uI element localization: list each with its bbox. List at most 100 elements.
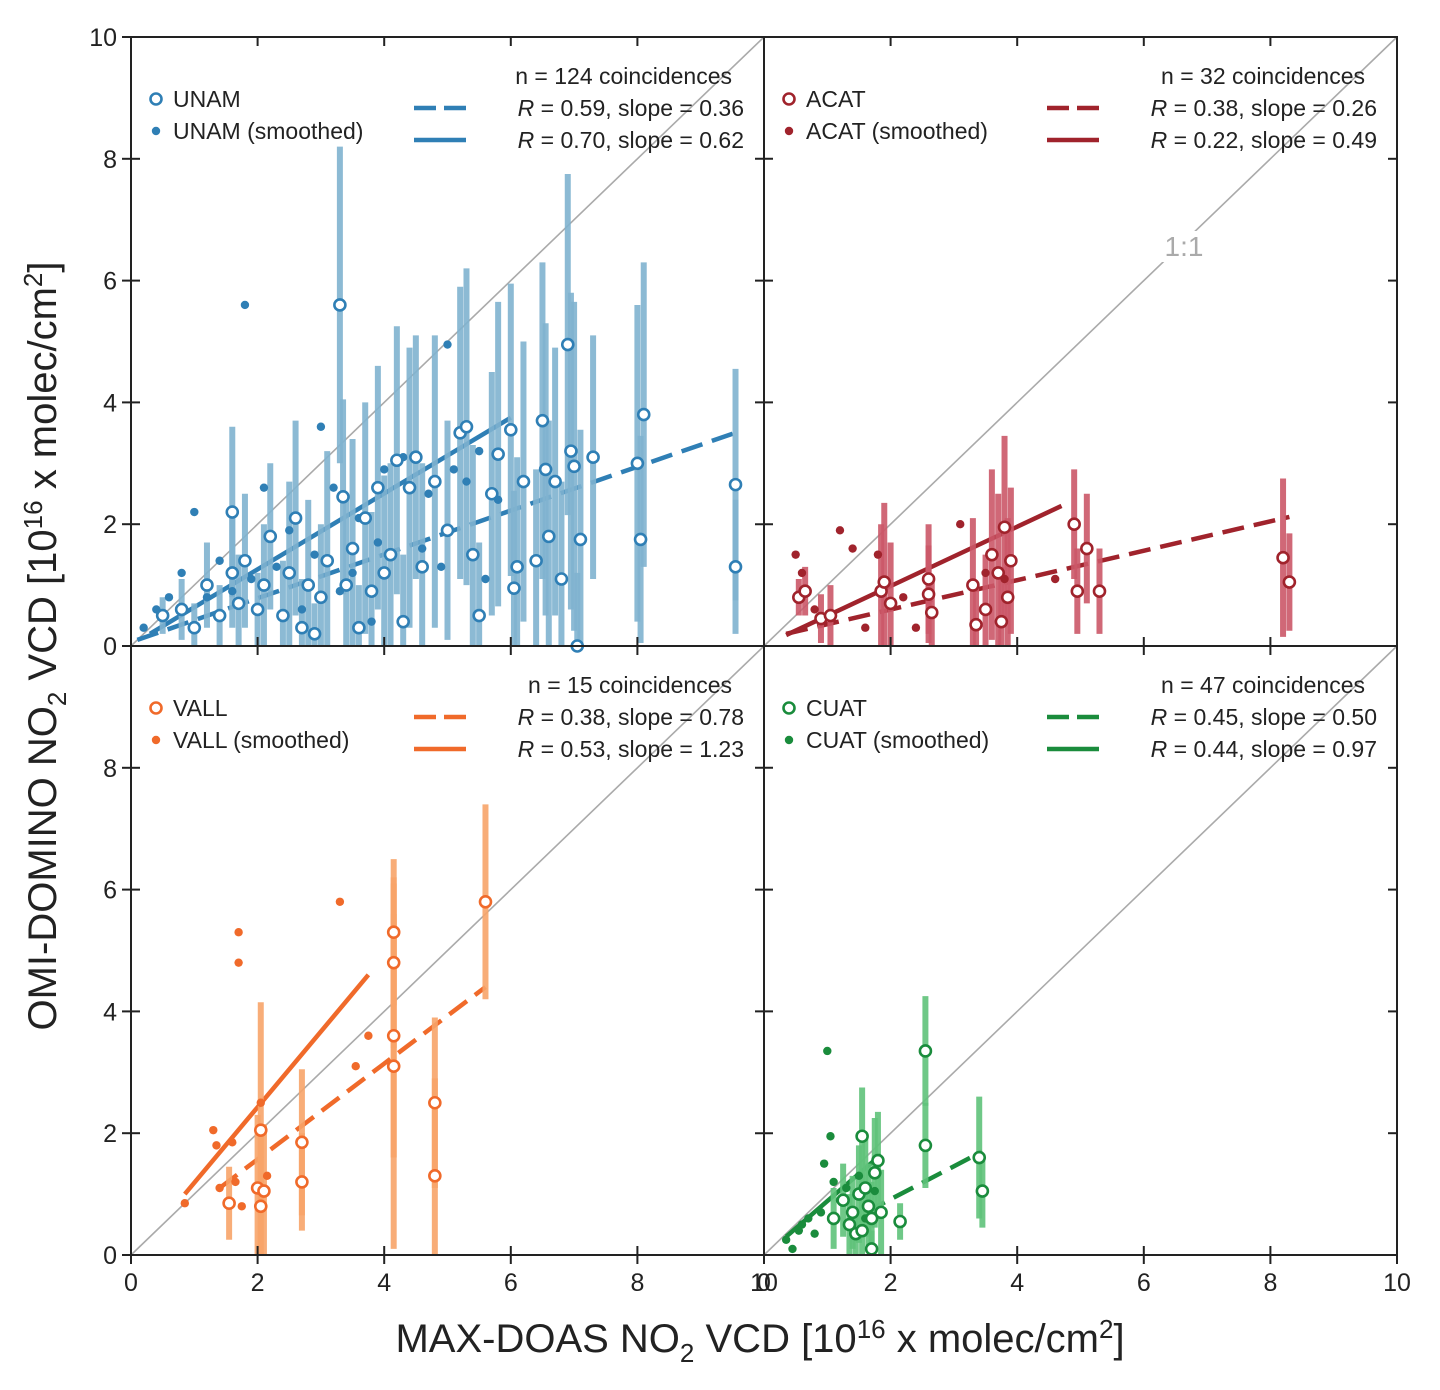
open-point-unam-3 [200,578,214,592]
open-point-unam-5 [225,505,240,519]
y-tick-label: 4 [103,998,117,1026]
legend-r-symbol: R [1151,704,1168,730]
y-axis-title: OMI-DOMINO NO2 VCD [1016 x molec/cm2] [18,261,72,1030]
x-tick-label: 2 [884,1269,898,1297]
open-point-unam-52 [554,572,569,586]
y-tick-label: 2 [103,1120,117,1148]
smoothed-point-acat-4 [848,544,857,553]
smoothed-point-unam-4 [190,507,199,517]
smoothed-point-cuat-1 [788,1244,797,1254]
x-title-pre: MAX-DOAS NO [395,1317,679,1361]
open-point-unam-35 [428,474,442,489]
x-tick-label: 10 [750,1269,778,1297]
smoothed-point-cuat-16 [870,1186,879,1196]
x-title-sup2: 2 [1099,1314,1113,1344]
open-point-cuat-7 [855,1223,869,1238]
open-point-vall-13 [478,894,493,909]
legend-label-acat: ACAT [806,86,866,112]
open-point-vall-9 [386,1028,401,1043]
open-point-unam-19 [320,553,335,568]
smoothed-point-vall-1 [209,1125,218,1135]
smoothed-point-acat-1 [797,568,807,578]
x-tick-label: 8 [1263,1269,1277,1297]
one-to-one-line-vall [130,645,765,1256]
y-title-mid2: x molec/cm [21,287,65,500]
smoothed-point-cuat-10 [829,1177,838,1187]
smoothed-point-vall-7 [234,958,243,967]
open-point-unam-11 [263,529,278,544]
open-point-unam-23 [345,541,360,556]
open-point-unam-22 [339,578,354,592]
open-point-unam-47 [529,553,543,568]
legend-r-symbol: R [1151,127,1168,153]
legend-fit-dashed-text: = 0.38, slope = 0.26 [1167,95,1377,121]
legend-fit-solid-text: = 0.44, slope = 0.97 [1167,736,1377,762]
smoothed-point-unam-16 [329,483,338,492]
open-point-unam-55 [567,459,581,474]
y-tick-label: 6 [103,877,117,905]
smoothed-point-unam-5 [202,593,212,602]
legend-fit-solid-cuat: R = 0.44, slope = 0.97 [1151,736,1377,762]
open-point-unam-20 [333,298,347,312]
open-point-unam-18 [314,590,328,605]
open-point-acat-16 [997,520,1012,535]
smoothed-point-cuat-7 [819,1159,829,1168]
smoothed-point-unam-29 [462,477,471,486]
open-point-unam-30 [390,453,404,468]
open-point-cuat-10 [864,1211,879,1226]
legend-marker-open-acat [782,92,796,106]
open-point-unam-46 [516,474,531,489]
smoothed-point-vall-3 [215,1183,224,1193]
smoothed-point-unam-18 [348,568,357,578]
legend-r-symbol: R [1151,736,1168,762]
legend-label-smoothed-vall: VALL (smoothed) [173,727,349,753]
y-title-pre: OMI-DOMINO NO [21,706,65,1030]
open-point-unam-54 [564,444,578,458]
smoothed-point-acat-6 [873,550,883,559]
legend-label-vall: VALL [173,695,228,721]
smoothed-point-cuat-12 [842,1183,851,1193]
smoothed-point-unam-8 [240,300,250,310]
open-point-cuat-17 [918,1138,933,1153]
legend-marker-smoothed-unam [151,126,161,136]
open-point-acat-23 [1276,550,1290,565]
smoothed-point-cuat-9 [826,1132,835,1141]
smoothed-point-vall-11 [335,897,345,906]
open-point-unam-10 [257,578,271,592]
open-point-unam-53 [560,337,575,352]
y-tick-label: 10 [89,24,117,52]
open-point-acat-18 [1004,553,1018,568]
open-point-unam-4 [212,608,227,623]
open-point-unam-28 [377,566,392,580]
open-point-unam-61 [636,407,651,422]
legend-marker-smoothed-cuat [784,735,794,745]
legend-fit-solid-text: = 0.22, slope = 0.49 [1167,127,1377,153]
open-point-acat-19 [1067,517,1081,532]
smoothed-point-vall-8 [237,1202,246,1211]
smoothed-point-vall-10 [262,1171,272,1181]
open-point-unam-36 [440,523,455,538]
smoothed-point-vall-0 [180,1199,190,1208]
y-tick-label: 0 [103,633,117,661]
legend-r-symbol: R [1151,95,1168,121]
smoothed-point-acat-0 [791,550,800,559]
open-point-acat-20 [1070,584,1085,598]
open-point-unam-41 [485,486,499,501]
open-point-cuat-14 [874,1205,888,1220]
open-point-unam-13 [282,566,297,580]
smoothed-point-vall-2 [212,1141,221,1150]
open-point-unam-9 [250,602,265,617]
open-point-acat-3 [823,608,838,623]
open-point-unam-51 [548,474,562,489]
open-point-cuat-18 [972,1150,987,1165]
smoothed-point-unam-6 [215,556,224,565]
smoothed-point-unam-14 [310,550,319,559]
open-point-unam-7 [231,596,246,611]
error-bars [159,146,1293,1255]
open-point-acat-15 [994,614,1009,629]
open-point-unam-39 [466,547,480,562]
x-tick-label: 2 [251,1269,265,1297]
y-tick-label: 2 [103,511,117,539]
smoothed-point-acat-10 [981,568,990,578]
open-point-unam-31 [396,614,410,629]
